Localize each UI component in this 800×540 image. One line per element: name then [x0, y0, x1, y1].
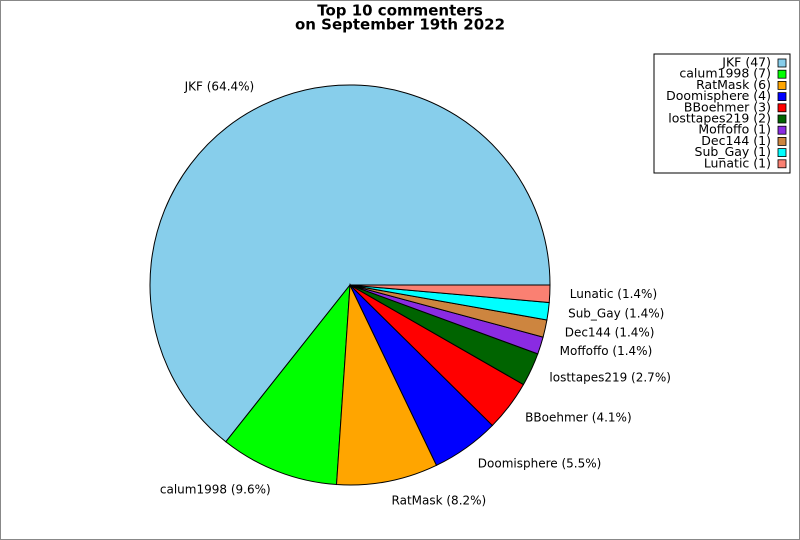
legend-swatch: [777, 81, 787, 90]
chart-title: Top 10 commenters: [317, 2, 483, 20]
legend-label: Dec144 (1): [701, 133, 771, 148]
pie-slice: [149, 84, 551, 443]
legend-label: Lunatic (1): [704, 155, 771, 170]
legend-label: Moffoffo (1): [698, 122, 771, 137]
legend-swatch: [777, 159, 787, 169]
legend-label: losttapes219 (2): [668, 111, 771, 126]
legend-swatch: [777, 125, 787, 135]
legend-label: RatMask (6): [696, 77, 771, 92]
legend-swatch: [777, 69, 787, 79]
legend-label: Doomisphere (4): [666, 88, 771, 103]
legend-swatch: [777, 148, 787, 158]
legend-swatch: [777, 92, 787, 101]
legend-swatch: [777, 103, 787, 113]
legend-label: JKF (47): [721, 55, 771, 70]
slice-label: BBoehmer (4.1%): [525, 411, 631, 425]
slice-label: calum1998 (9.6%): [160, 483, 271, 497]
legend-swatch: [777, 136, 787, 146]
legend-label: calum1998 (7): [679, 66, 771, 81]
chart-title: on September 19th 2022: [295, 16, 505, 34]
pie-slice: [225, 283, 351, 486]
slice-label: Moffoffo (1.4%): [560, 344, 653, 358]
legend-swatch: [777, 114, 787, 124]
legend-label: BBoehmer (3): [684, 99, 771, 114]
slice-label: RatMask (8.2%): [392, 494, 487, 508]
legend-label: Sub_Gay (1): [695, 144, 771, 159]
slice-label: losttapes219 (2.7%): [549, 370, 671, 384]
slice-label: JKF (64.4%): [184, 79, 255, 93]
slice-label: Sub_Gay (1.4%): [568, 306, 664, 320]
slice-label: Doomisphere (5.5%): [478, 457, 602, 471]
legend-box: [653, 53, 791, 174]
pie-slice: [349, 284, 551, 304]
slice-label: Dec144 (1.4%): [565, 325, 655, 339]
legend-swatch: [777, 58, 787, 68]
slice-label: Lunatic (1.4%): [570, 287, 657, 301]
pie-slice: [335, 283, 438, 486]
